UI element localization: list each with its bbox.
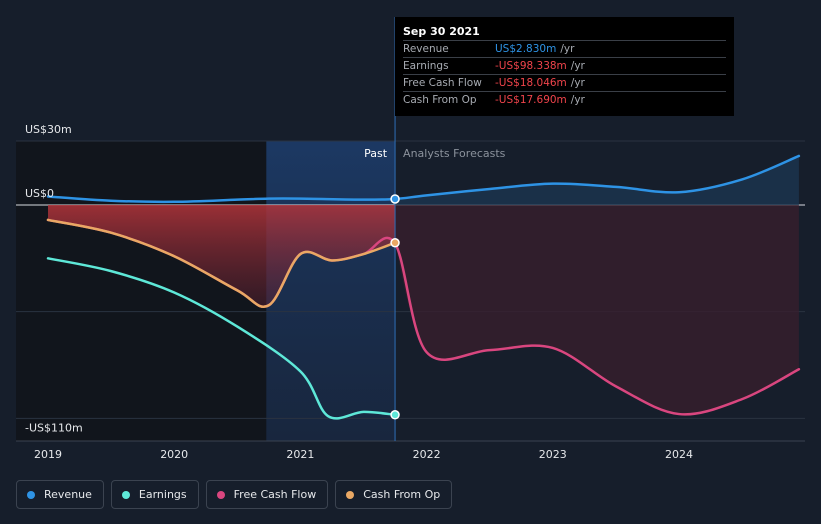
tooltip-unit: /yr <box>560 43 575 55</box>
free-cash-flow-forecast-area <box>395 205 799 415</box>
tooltip-row-revenue: Revenue US$2.830m /yr <box>403 40 726 57</box>
x-tick-label: 2022 <box>413 448 441 461</box>
y-axis-label: -US$110m <box>25 422 83 435</box>
legend-dot-icon <box>27 490 35 499</box>
tooltip-value: -US$98.338m <box>495 60 567 72</box>
tooltip-label: Revenue <box>403 43 449 55</box>
revenue-marker <box>390 194 400 204</box>
earnings-marker <box>390 410 400 420</box>
legend-item-cash-from-op[interactable]: Cash From Op <box>335 480 453 509</box>
x-tick-label: 2020 <box>160 448 188 461</box>
tooltip-value: -US$17.690m <box>495 94 567 106</box>
x-tick-label: 2021 <box>286 448 314 461</box>
past-label: Past <box>364 147 388 160</box>
tooltip-label: Cash From Op <box>403 94 477 106</box>
legend-label: Cash From Op <box>363 488 441 501</box>
tooltip-row-cash-from-op: Cash From Op -US$17.690m /yr <box>403 91 726 108</box>
legend-dot-icon <box>216 490 225 499</box>
x-tick-label: 2023 <box>539 448 567 461</box>
legend-label: Earnings <box>138 488 187 501</box>
highlight-band <box>266 141 396 441</box>
past-shade <box>16 141 267 441</box>
cfo-marker <box>390 237 400 248</box>
revenue-forecast-area <box>395 155 799 205</box>
tooltip-date: Sep 30 2021 <box>403 25 480 38</box>
free-cash-flow-past-area <box>48 205 396 307</box>
tooltip: Sep 30 2021 Revenue US$2.830m /yr Earnin… <box>395 17 734 116</box>
legend-item-earnings[interactable]: Earnings <box>110 480 199 509</box>
chart: US$30m US$0 -US$110m 2019 2020 2021 2022 2023 20… <box>16 17 805 461</box>
tooltip-value: -US$18.046m <box>495 77 567 89</box>
tooltip-row-free-cash-flow: Free Cash Flow -US$18.046m /yr <box>403 74 726 91</box>
legend-dot-icon <box>121 490 130 499</box>
tooltip-row-earnings: Earnings -US$98.338m /yr <box>403 57 726 74</box>
legend-label: Revenue <box>44 488 92 501</box>
legend-item-free-cash-flow[interactable]: Free Cash Flow <box>205 480 329 509</box>
legend-label: Free Cash Flow <box>233 488 317 501</box>
earnings-line <box>46 257 397 420</box>
tooltip-unit: /yr <box>570 94 585 106</box>
tooltip-unit: /yr <box>570 60 585 72</box>
forecast-label: Analysts Forecasts <box>403 147 506 160</box>
legend-item-revenue[interactable]: Revenue <box>16 480 104 509</box>
cfo-line <box>46 218 397 308</box>
legend-dot-icon <box>346 490 355 499</box>
x-tick-label: 2024 <box>665 448 693 461</box>
tooltip-unit: /yr <box>570 77 585 89</box>
tooltip-value: US$2.830m <box>495 43 557 55</box>
tooltip-label: Earnings <box>403 60 449 72</box>
x-tick-label: 2019 <box>34 448 62 461</box>
tooltip-label: Free Cash Flow <box>403 77 482 89</box>
legend: Revenue Earnings Free Cash Flow Cash Fro… <box>16 480 453 509</box>
y-axis-label: US$30m <box>25 123 72 136</box>
y-axis-label: US$0 <box>25 187 54 200</box>
